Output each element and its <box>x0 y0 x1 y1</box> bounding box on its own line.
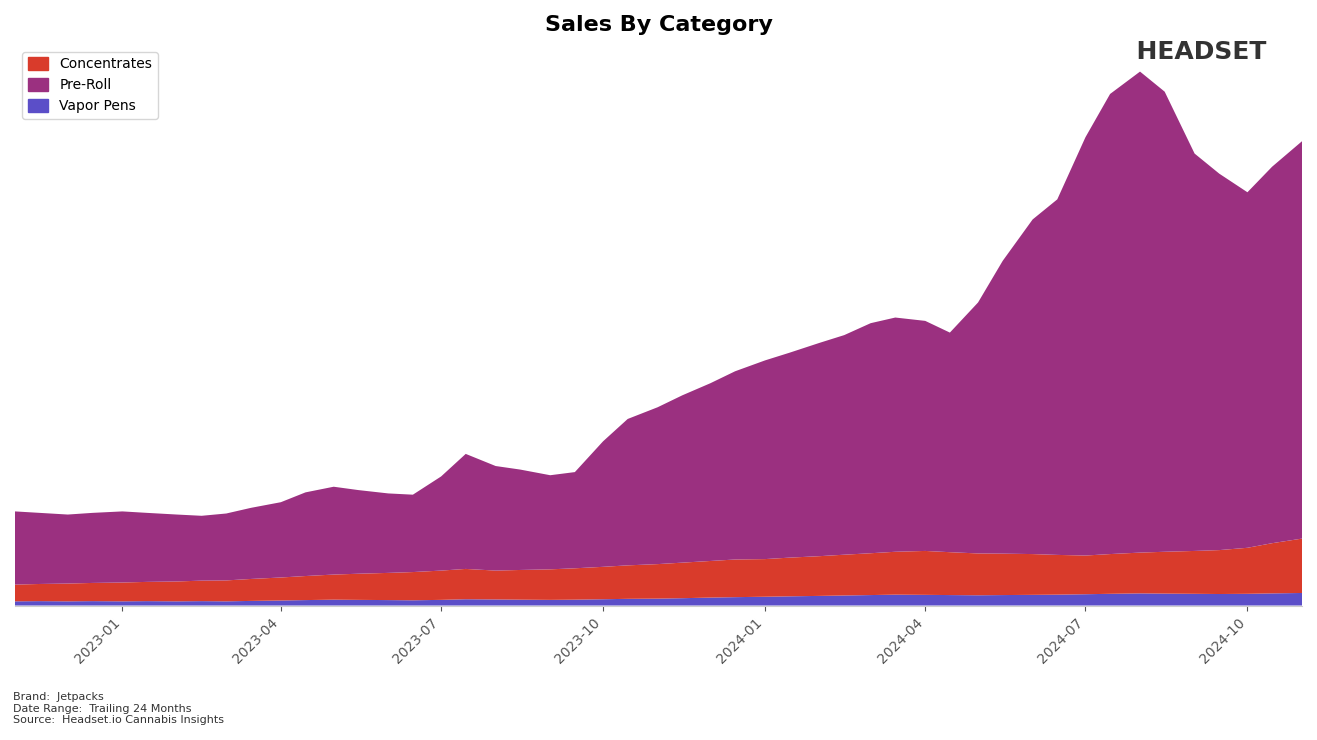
Legend: Concentrates, Pre-Roll, Vapor Pens: Concentrates, Pre-Roll, Vapor Pens <box>22 52 158 119</box>
Text: HEADSET: HEADSET <box>1119 40 1267 64</box>
Text: Brand:  Jetpacks
Date Range:  Trailing 24 Months
Source:  Headset.io Cannabis In: Brand: Jetpacks Date Range: Trailing 24 … <box>13 692 224 725</box>
Title: Sales By Category: Sales By Category <box>544 15 773 35</box>
